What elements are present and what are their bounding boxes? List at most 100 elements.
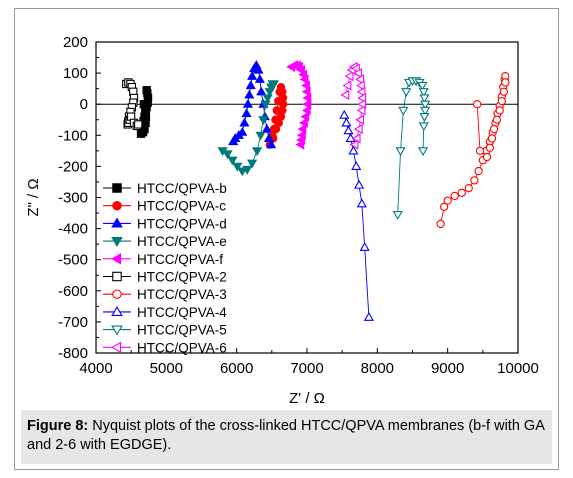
legend-item: HTCC/QPVA-5 <box>103 323 227 338</box>
data-point <box>339 109 350 119</box>
data-point <box>401 88 412 98</box>
data-point <box>356 105 366 116</box>
data-point <box>299 74 309 85</box>
data-point <box>457 188 466 197</box>
legend-label: HTCC/QPVA-c <box>137 199 226 214</box>
y-tick-label: -700 <box>58 314 88 331</box>
series-HTCC/QPVA-4 <box>339 109 374 321</box>
legend-label: HTCC/QPVA-e <box>137 234 227 249</box>
data-point <box>266 139 277 149</box>
data-point <box>134 120 143 129</box>
x-tick-label: 5000 <box>150 360 183 377</box>
data-point <box>436 219 445 229</box>
legend-marker <box>111 217 123 228</box>
data-point <box>241 108 252 118</box>
y-tick-label: 100 <box>63 65 88 82</box>
data-point <box>485 143 495 152</box>
y-tick-label: -100 <box>58 127 88 144</box>
legend-marker <box>112 183 122 193</box>
data-point <box>253 64 264 74</box>
legend-label: HTCC/QPVA-4 <box>137 305 227 320</box>
data-point <box>439 202 449 211</box>
series-HTCC/QPVA-3 <box>436 72 510 229</box>
data-point <box>136 129 146 138</box>
figure-caption: Figure 8: Nyquist plots of the cross-lin… <box>27 417 549 455</box>
data-point <box>302 99 312 110</box>
data-point <box>275 87 284 96</box>
data-marks <box>122 60 510 321</box>
data-point <box>417 147 429 157</box>
data-point <box>395 147 406 157</box>
legend-marker <box>111 341 122 354</box>
data-point <box>244 89 255 99</box>
legend-item: HTCC/QPVA-2 <box>103 270 227 285</box>
data-point <box>355 80 365 91</box>
data-point <box>419 113 430 122</box>
legend-item: HTCC/QPVA-f <box>103 252 223 267</box>
y-axis-label: Z" / Ω <box>25 178 42 216</box>
legend-marker <box>112 289 122 299</box>
data-point <box>227 156 238 166</box>
data-point <box>392 210 403 220</box>
data-point <box>296 64 305 76</box>
data-point <box>359 242 370 251</box>
data-point <box>353 68 362 79</box>
data-point <box>501 78 510 87</box>
series-line <box>343 114 370 318</box>
data-point <box>357 92 367 104</box>
data-point <box>242 165 253 175</box>
legend-item: HTCC/QPVA-b <box>103 181 227 196</box>
data-point <box>237 167 248 177</box>
data-point <box>271 115 280 124</box>
legend-marker <box>111 253 122 265</box>
caption-label: Figure 8: <box>27 418 89 434</box>
legend-marker <box>112 200 122 211</box>
x-tick-label: 10000 <box>497 360 539 377</box>
data-point <box>417 81 428 91</box>
data-point <box>351 161 362 171</box>
data-point <box>473 100 482 109</box>
data-point <box>353 179 365 189</box>
data-point <box>356 86 366 97</box>
series-HTCC/QPVA-2 <box>122 78 143 131</box>
x-tick-label: 6000 <box>220 360 253 377</box>
legend: HTCC/QPVA-b HTCC/QPVA-c HTCC/QPVA-d HTCC/QP… <box>103 181 227 355</box>
data-point <box>418 88 429 98</box>
data-point <box>255 131 266 141</box>
data-point <box>357 99 367 110</box>
y-tick-label: -800 <box>58 345 88 362</box>
y-tick-label: -600 <box>58 283 88 300</box>
legend-marker <box>111 325 123 336</box>
series-HTCC/QPVA-b <box>136 86 153 138</box>
x-axis-label: Z' / Ω <box>289 390 325 407</box>
legend-item: HTCC/QPVA-c <box>103 199 226 214</box>
y-tick-label: 0 <box>80 96 88 113</box>
legend-label: HTCC/QPVA-5 <box>137 323 227 338</box>
data-point <box>302 92 312 104</box>
data-point <box>239 117 250 127</box>
data-point <box>258 116 269 125</box>
data-point <box>487 134 497 143</box>
y-tick-label: -400 <box>58 221 88 238</box>
data-point <box>344 71 354 82</box>
data-point <box>247 159 258 169</box>
data-point <box>470 176 479 185</box>
data-point <box>443 196 452 205</box>
data-point <box>256 86 267 96</box>
data-point <box>492 115 502 124</box>
data-point <box>489 124 499 134</box>
data-point <box>297 123 307 135</box>
data-point <box>295 139 305 150</box>
legend-item: HTCC/QPVA-3 <box>103 287 227 302</box>
data-point <box>274 96 283 106</box>
legend-label: HTCC/QPVA-b <box>137 181 227 196</box>
data-point <box>474 166 483 176</box>
y-tick-label: -200 <box>58 158 88 175</box>
data-point <box>475 146 485 155</box>
series-HTCC/QPVA-5 <box>392 77 431 220</box>
data-point <box>355 114 365 125</box>
data-point <box>139 100 148 109</box>
y-tick-label: -500 <box>58 252 88 269</box>
axis-ticks: 4000 5000 6000 7000 8000 9000 10000 200 100 0 -100… <box>58 34 539 377</box>
